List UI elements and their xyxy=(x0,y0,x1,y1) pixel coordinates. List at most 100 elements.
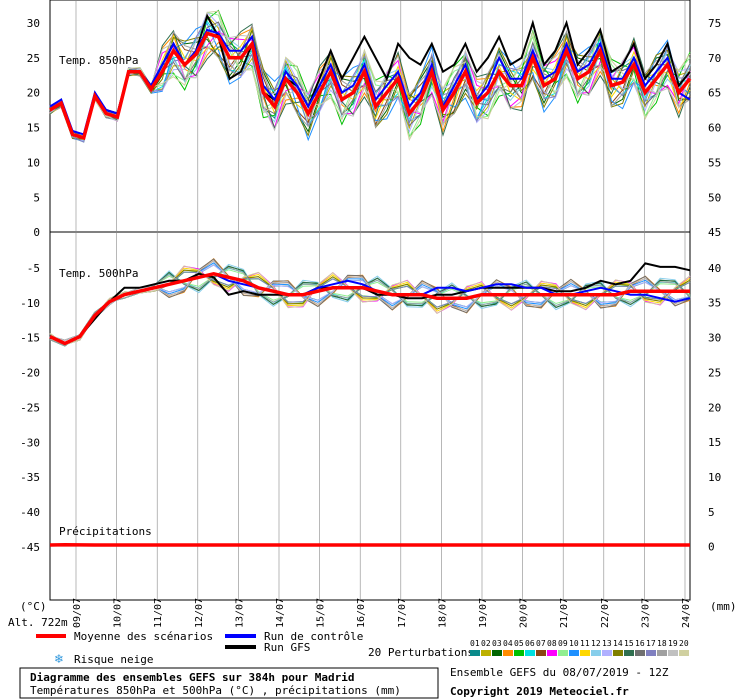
perturbation-number-16: 16 xyxy=(635,639,645,648)
left-tick--30: -30 xyxy=(20,436,40,449)
chart-subtitle: Températures 850hPa et 500hPa (°C) , pré… xyxy=(30,684,401,697)
date-axis-labels: 09/07 10/07 11/07 12/07 13/07 14/07 15/07 16/07… xyxy=(72,598,692,628)
date-label-19-07: 19/07 xyxy=(478,598,489,628)
perturbation-number-18: 18 xyxy=(657,639,667,648)
perturbation-swatch-15 xyxy=(624,650,634,656)
perturbation-number-06: 06 xyxy=(525,639,535,648)
left-axis-ticks: 30 25 20 15 10 5 0 -5 -10 -15 -20 -25 -30 -35 -40 -45 xyxy=(20,17,40,554)
perturbation-swatch-09 xyxy=(558,650,568,656)
date-label-22-07: 22/07 xyxy=(600,598,611,628)
perturbation-number-20: 20 xyxy=(679,639,689,648)
right-tick-40: 40 xyxy=(708,262,721,275)
date-label-12-07: 12/07 xyxy=(194,598,205,628)
right-tick-20: 20 xyxy=(708,401,721,414)
perturbation-swatch-19 xyxy=(668,650,678,656)
date-label-10-07: 10/07 xyxy=(113,598,124,628)
left-tick--20: -20 xyxy=(20,367,40,380)
right-tick-55: 55 xyxy=(708,156,721,169)
right-tick-15: 15 xyxy=(708,436,721,449)
perturbation-swatch-17 xyxy=(646,650,656,656)
perturbation-swatch-06 xyxy=(525,650,535,656)
series-panel0-moyenne-des-sc-narios xyxy=(49,31,692,141)
date-label-11-07: 11/07 xyxy=(153,598,164,628)
right-tick-10: 10 xyxy=(708,471,721,484)
left-tick-30: 30 xyxy=(27,17,40,30)
perturbation-number-04: 04 xyxy=(503,639,513,648)
copyright: Copyright 2019 Meteociel.fr xyxy=(450,685,629,698)
date-label-23-07: 23/07 xyxy=(640,598,651,628)
right-unit: (mm) xyxy=(710,600,737,613)
right-tick-60: 60 xyxy=(708,122,721,135)
left-tick-0: 0 xyxy=(33,226,40,239)
series-panel0-run-de-contr-le xyxy=(49,28,691,136)
series-panel1-moyenne-des-sc-narios xyxy=(49,272,690,346)
panel-label-500: Temp. 500hPa xyxy=(59,267,138,280)
perturbation-swatch-16 xyxy=(635,650,645,656)
snowflake-icon: ❄ xyxy=(54,652,64,666)
altitude-label: Alt. 722m xyxy=(8,616,68,629)
left-tick--10: -10 xyxy=(20,297,40,310)
date-label-17-07: 17/07 xyxy=(397,598,408,628)
perturbation-number-09: 09 xyxy=(558,639,568,648)
left-tick--40: -40 xyxy=(20,506,40,519)
ensemble-info: Ensemble GEFS du 08/07/2019 - 12Z xyxy=(450,666,669,679)
legend-gfs-label: Run GFS xyxy=(264,641,310,654)
right-tick-30: 30 xyxy=(708,332,721,345)
right-tick-65: 65 xyxy=(708,87,721,100)
perturbation-swatch-18 xyxy=(657,650,667,656)
chart-title: Diagramme des ensembles GEFS sur 384h po… xyxy=(30,671,355,684)
legend: Moyenne des scénarios Run de contrôle Ru… xyxy=(36,630,689,666)
left-tick--15: -15 xyxy=(20,332,40,345)
date-label-09-07: 09/07 xyxy=(72,598,83,628)
perturbation-swatch-14 xyxy=(613,650,623,656)
frame-850hpa xyxy=(49,0,691,233)
left-tick-25: 25 xyxy=(27,52,40,65)
left-tick--45: -45 xyxy=(20,541,40,554)
perturbation-swatch-12 xyxy=(591,650,601,656)
perturbation-swatch-01 xyxy=(470,650,480,656)
perturbation-swatch-13 xyxy=(602,650,612,656)
perturbation-number-01: 01 xyxy=(470,639,480,648)
date-label-16-07: 16/07 xyxy=(356,598,367,628)
perturbation-number-02: 02 xyxy=(481,639,491,648)
perturbation-swatch-11 xyxy=(580,650,590,656)
left-tick-5: 5 xyxy=(33,191,40,204)
perturbation-number-12: 12 xyxy=(591,639,601,648)
perturbation-number-03: 03 xyxy=(492,639,502,648)
date-label-15-07: 15/07 xyxy=(316,598,327,628)
perturbation-number-14: 14 xyxy=(613,639,623,648)
perturbation-number-07: 07 xyxy=(536,639,546,648)
left-tick-10: 10 xyxy=(27,156,40,169)
perturbation-850-14 xyxy=(49,28,691,140)
perturbation-number-05: 05 xyxy=(514,639,524,648)
main-series xyxy=(49,13,692,547)
perturbation-number-15: 15 xyxy=(624,639,634,648)
perturbation-swatch-02 xyxy=(481,650,491,656)
date-label-18-07: 18/07 xyxy=(437,598,448,628)
perturbation-swatch-04 xyxy=(503,650,513,656)
legend-mean-label: Moyenne des scénarios xyxy=(74,630,213,643)
right-tick-0: 0 xyxy=(708,541,715,554)
perturbation-swatch-07 xyxy=(536,650,546,656)
perturbation-number-19: 19 xyxy=(668,639,678,648)
left-unit: (°C) xyxy=(20,600,47,613)
date-label-13-07: 13/07 xyxy=(234,598,245,628)
perturbation-swatch-03 xyxy=(492,650,502,656)
panel-label-850: Temp. 850hPa xyxy=(59,54,138,67)
perturbation-swatch-10 xyxy=(569,650,579,656)
left-tick--25: -25 xyxy=(20,401,40,414)
perturbation-number-17: 17 xyxy=(646,639,656,648)
perturbation-swatch-05 xyxy=(514,650,524,656)
perturbation-swatch-20 xyxy=(679,650,689,656)
legend-control-label: Run de contrôle xyxy=(264,630,363,643)
perturbation-500-20 xyxy=(49,265,691,346)
right-tick-50: 50 xyxy=(708,191,721,204)
date-label-20-07: 20/07 xyxy=(519,598,530,628)
perturbation-number-08: 08 xyxy=(547,639,557,648)
perturbation-number-10: 10 xyxy=(569,639,579,648)
date-label-24-07: 24/07 xyxy=(681,598,692,628)
right-tick-5: 5 xyxy=(708,506,715,519)
right-tick-75: 75 xyxy=(708,17,721,30)
